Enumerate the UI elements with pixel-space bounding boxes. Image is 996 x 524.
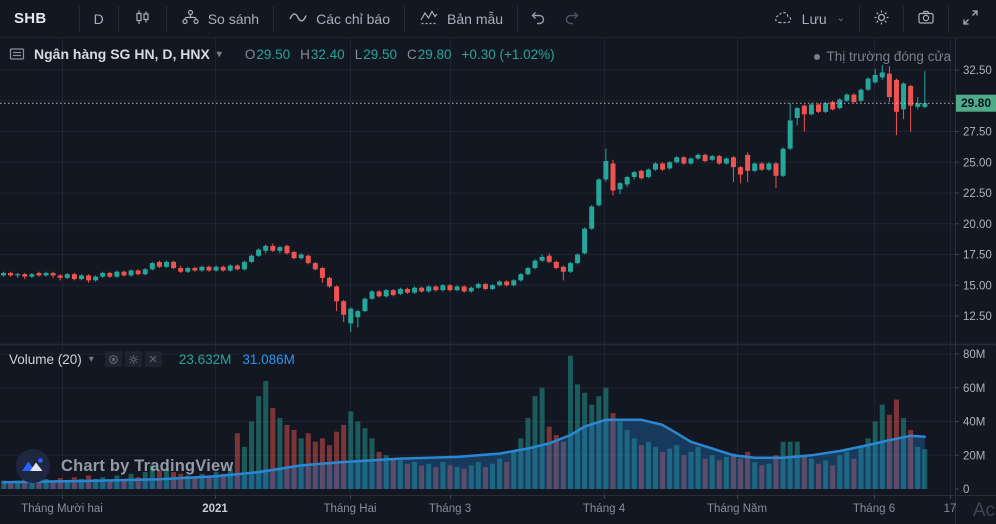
svg-text:Tháng 4: Tháng 4	[583, 503, 626, 515]
indicator-controls	[104, 351, 162, 367]
chart-style-button[interactable]	[121, 5, 164, 33]
legend-title-text: Ngân hàng SG HN, D, HNX	[34, 46, 210, 62]
toolbar-separator	[165, 5, 167, 32]
symbol-legend-title[interactable]: Ngân hàng SG HN, D, HNX ▾	[34, 46, 222, 62]
chevron-down-icon: ⌄	[836, 13, 845, 24]
svg-text:Tháng Năm: Tháng Năm	[707, 503, 767, 515]
main-series-legend: Ngân hàng SG HN, D, HNX ▾ O 29.50 H 32.40 …	[9, 46, 555, 62]
svg-text:80M: 80M	[963, 349, 985, 361]
open-value: 29.50	[256, 46, 291, 62]
save-label: Lưu	[801, 10, 827, 27]
indicators-icon	[288, 8, 308, 30]
gear-icon	[872, 8, 891, 30]
svg-text:17.50: 17.50	[963, 250, 992, 262]
tradingview-logo-icon	[15, 448, 51, 484]
corner-text: Ac	[972, 500, 995, 521]
volume-value: 23.632M	[178, 351, 232, 367]
svg-text:27.50: 27.50	[963, 127, 992, 139]
svg-text:Tháng Mười hai: Tháng Mười hai	[21, 503, 103, 515]
toolbar-separator	[78, 5, 80, 32]
volume-label-text: Volume (20)	[9, 351, 82, 367]
ohlc-values: O 29.50 H 32.40 L 29.50 C 29.80 +0.30 (+1.02…	[245, 47, 555, 62]
svg-text:Tháng 3: Tháng 3	[429, 503, 471, 515]
market-status-text: Thị trường đóng cửa	[826, 49, 952, 64]
toolbar-separator	[404, 5, 406, 32]
compare-button[interactable]: So sánh	[169, 5, 271, 33]
indicator-settings-button[interactable]	[124, 351, 142, 367]
chevron-down-icon: ▾	[88, 353, 94, 365]
tradingview-attribution[interactable]: Chart by TradingView	[15, 448, 233, 484]
svg-text:0: 0	[963, 484, 969, 496]
templates-icon	[419, 8, 439, 30]
open-label: O	[244, 46, 256, 62]
close-label: C	[407, 46, 417, 62]
legend-toggle-icon[interactable]	[9, 46, 25, 62]
svg-text:40M: 40M	[963, 417, 985, 429]
svg-text:60M: 60M	[963, 383, 985, 395]
svg-text:2021: 2021	[202, 503, 228, 515]
settings-button[interactable]	[862, 5, 901, 33]
redo-icon	[563, 8, 582, 30]
toolbar-separator	[859, 5, 860, 32]
compare-icon	[181, 8, 200, 30]
svg-text:29.80: 29.80	[961, 96, 991, 110]
low-label: L	[354, 46, 363, 62]
toolbar-separator	[948, 5, 949, 32]
svg-text:Tháng 6: Tháng 6	[853, 503, 895, 515]
screenshot-button[interactable]	[906, 5, 946, 33]
svg-text:32.50: 32.50	[963, 65, 992, 77]
attribution-text: Chart by TradingView	[61, 456, 234, 475]
remove-indicator-button[interactable]	[144, 351, 162, 367]
undo-button[interactable]	[520, 5, 555, 33]
toolbar-separator	[117, 5, 119, 32]
undo-icon	[528, 8, 547, 30]
candlestick-icon	[133, 8, 152, 30]
market-status: Thị trường đóng cửa	[813, 49, 952, 64]
redo-button[interactable]	[555, 5, 590, 33]
svg-text:20M: 20M	[963, 450, 985, 462]
toolbar-separator	[517, 5, 519, 32]
indicators-button[interactable]: Các chỉ báo	[276, 5, 402, 33]
fullscreen-icon	[961, 8, 980, 30]
volume-indicator-title[interactable]: Volume (20) ▾	[9, 352, 94, 367]
camera-icon	[916, 8, 936, 30]
interval-button[interactable]: D	[93, 10, 104, 27]
visibility-eye-button[interactable]	[104, 351, 122, 367]
templates-label: Bản mẫu	[447, 10, 504, 27]
svg-text:17: 17	[944, 503, 957, 515]
symbol-button[interactable]: SHB	[14, 10, 47, 27]
toolbar-separator	[903, 5, 904, 32]
low-value: 29.50	[363, 46, 397, 62]
svg-text:20.00: 20.00	[963, 219, 992, 231]
save-layout-button[interactable]: Lưu ⌄	[761, 5, 857, 33]
volume-legend: Volume (20) ▾ 23.632M 31.086M	[9, 351, 295, 367]
market-status-dot-icon	[813, 53, 820, 60]
compare-label: So sánh	[207, 10, 260, 27]
svg-text:Tháng Hai: Tháng Hai	[323, 503, 376, 515]
svg-text:25.00: 25.00	[963, 157, 992, 169]
high-label: H	[300, 46, 310, 62]
volume-ma-value: 31.086M	[242, 351, 295, 367]
change-value: +0.30 (+1.02%)	[461, 46, 555, 62]
chevron-down-icon: ▾	[216, 48, 222, 60]
indicators-label: Các chỉ báo	[316, 10, 391, 27]
svg-text:12.50: 12.50	[963, 311, 992, 323]
top-toolbar: SHB D So sánh	[0, 0, 996, 38]
high-value: 32.40	[310, 46, 345, 62]
cloud-icon	[773, 8, 794, 30]
close-value: 29.80	[417, 46, 452, 62]
svg-text:15.00: 15.00	[963, 280, 992, 292]
toolbar-separator	[273, 5, 275, 32]
fullscreen-button[interactable]	[951, 5, 990, 33]
templates-button[interactable]: Bản mẫu	[407, 5, 515, 33]
chart-canvas[interactable]: 32.50 27.50 25.00 22.50 20.00 17.50 15.00 12.50…	[0, 38, 996, 524]
svg-text:22.50: 22.50	[963, 188, 992, 200]
